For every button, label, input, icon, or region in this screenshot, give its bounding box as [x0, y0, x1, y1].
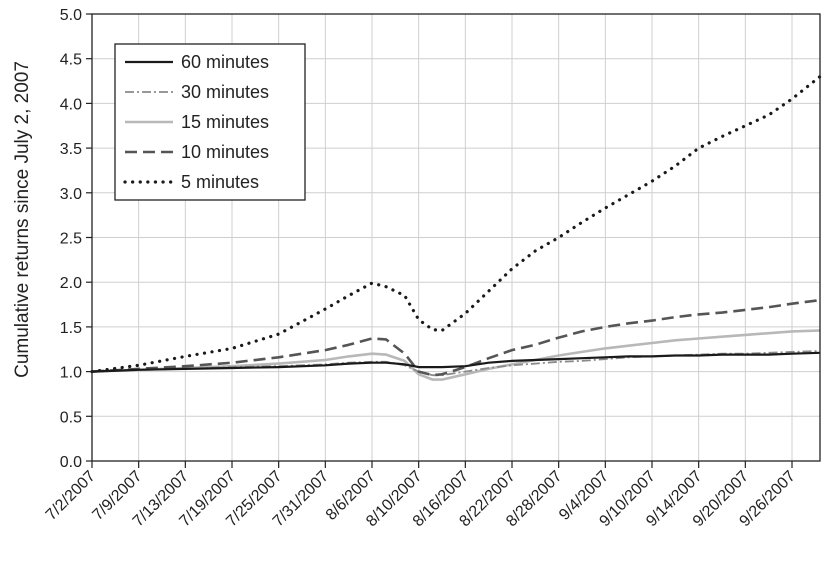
y-tick-label: 4.0 — [60, 96, 82, 113]
series-line-10-minutes — [91, 298, 821, 377]
legend: 60 minutes 30 minutes 15 minutes 10 minutes… — [114, 43, 306, 201]
series-layer — [90, 74, 822, 381]
series-line-5-minutes — [90, 74, 822, 374]
y-tick-label: 3.0 — [60, 186, 82, 203]
y-axis-label: Cumulative returns since July 2, 2007 — [12, 61, 33, 378]
legend-label: 15 minutes — [181, 112, 269, 132]
y-tick-label: 2.5 — [60, 231, 82, 248]
x-axis: 7/2/20077/9/20077/13/20077/19/20077/25/2… — [43, 461, 799, 530]
x-tick-label: 7/2/2007 — [43, 468, 99, 524]
legend-label: 5 minutes — [181, 172, 259, 192]
y-tick-label: 1.0 — [60, 365, 82, 382]
y-tick-label: 3.5 — [60, 141, 82, 158]
y-tick-label: 0.0 — [60, 454, 82, 471]
y-tick-label: 5.0 — [60, 7, 82, 24]
y-tick-label: 1.5 — [60, 320, 82, 337]
y-axis: 0.0 0.5 1.0 1.5 2.0 2.5 3.0 3.5 4.0 4.5 5.0 — [60, 7, 92, 471]
legend-label: 60 minutes — [181, 52, 269, 72]
legend-label: 30 minutes — [181, 82, 269, 102]
y-tick-label: 0.5 — [60, 409, 82, 426]
y-tick-label: 2.0 — [60, 275, 82, 292]
legend-label: 10 minutes — [181, 142, 269, 162]
series-line-60-minutes — [91, 351, 821, 373]
y-tick-label: 4.5 — [60, 52, 82, 69]
